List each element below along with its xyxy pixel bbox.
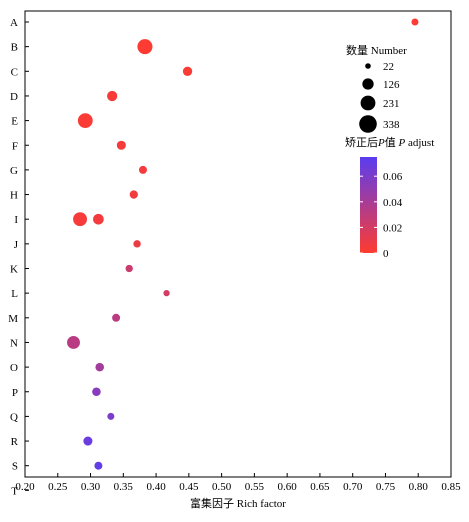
color-legend-label: 0.04 — [383, 197, 403, 209]
y-tick-label: E — [11, 116, 18, 128]
color-legend-label: 0 — [383, 248, 389, 260]
y-tick-label: H — [10, 190, 18, 202]
x-tick-label: 0.45 — [179, 481, 199, 493]
size-legend-label: 338 — [383, 119, 400, 131]
data-point — [107, 90, 118, 102]
x-tick-label: 0.25 — [48, 481, 68, 493]
data-point — [73, 212, 87, 227]
size-legend-title: 数量 Number — [346, 44, 407, 57]
size-legend-marker — [360, 95, 376, 111]
y-tick-label: M — [8, 313, 18, 325]
y-tick-label: K — [10, 264, 18, 276]
size-legend-label: 231 — [383, 98, 400, 110]
x-tick-label: 0.60 — [278, 481, 298, 493]
x-tick-label: 0.30 — [81, 481, 101, 493]
x-tick-label: 0.55 — [245, 481, 265, 493]
y-tick-label: A — [10, 17, 18, 29]
x-tick-label: 0.40 — [146, 481, 166, 493]
data-point — [112, 313, 121, 322]
y-tick-label: O — [10, 362, 18, 374]
color-legend-title-suffix: adjust — [405, 137, 434, 149]
color-legend-bar — [360, 157, 377, 253]
data-point — [77, 113, 93, 129]
data-point — [94, 461, 103, 470]
x-tick-label: 0.75 — [376, 481, 396, 493]
data-point — [92, 387, 101, 397]
x-tick-label: 0.70 — [343, 481, 363, 493]
x-tick-label: 0.80 — [409, 481, 429, 493]
data-point — [129, 190, 138, 199]
x-tick-label: 0.85 — [441, 481, 461, 493]
y-tick-label: L — [11, 288, 18, 300]
color-legend-label: 0.02 — [383, 222, 402, 234]
data-point — [125, 264, 133, 273]
data-point — [137, 39, 153, 55]
size-legend: 数量 Number 22 126 231 338 — [346, 44, 407, 133]
color-legend: 矫正后P值 P adjust 00.020.040.06 — [345, 136, 434, 260]
x-axis-title: 富集因子 Rich factor — [190, 496, 286, 510]
x-tick-label: 0.20 — [15, 481, 35, 493]
y-tick-label: D — [10, 91, 18, 103]
y-tick-label: P — [12, 387, 18, 399]
color-legend-title-p2: P — [397, 137, 405, 149]
data-point — [67, 335, 80, 349]
y-tick-label: Q — [10, 411, 18, 423]
y-tick-label: R — [11, 436, 19, 448]
x-tick-label: 0.35 — [114, 481, 134, 493]
y-tick-label: B — [11, 42, 18, 54]
data-point — [133, 240, 141, 248]
data-point — [95, 362, 104, 372]
y-tick-label: J — [14, 239, 19, 251]
color-legend-label: 0.06 — [383, 171, 403, 183]
size-legend-marker — [365, 63, 371, 69]
color-legend-title-prefix: 矫正后 — [345, 136, 378, 149]
y-tick-label: I — [14, 214, 18, 226]
data-point — [182, 66, 193, 76]
data-point — [107, 412, 115, 420]
data-point — [93, 213, 104, 225]
color-legend-title-p1: P — [377, 137, 385, 149]
x-tick-label: 0.65 — [310, 481, 330, 493]
color-legend-title: 矫正后P值 P adjust — [345, 136, 434, 149]
data-points — [67, 18, 419, 470]
data-point — [163, 290, 170, 297]
y-tick-label: G — [10, 165, 18, 177]
y-tick-label: C — [11, 66, 18, 78]
size-legend-label: 22 — [383, 61, 394, 73]
x-tick-label: 0.50 — [212, 481, 232, 493]
y-axis: A BC D EF G HI J KL MN O PQ R ST — [8, 17, 29, 497]
data-point — [116, 140, 126, 150]
data-point — [411, 18, 419, 26]
size-legend-label: 126 — [383, 79, 400, 91]
size-legend-marker — [359, 115, 377, 133]
data-point — [138, 165, 147, 174]
y-tick-label: N — [10, 337, 18, 349]
size-legend-marker — [362, 78, 374, 90]
y-tick-label: S — [12, 461, 18, 473]
y-tick-label: T — [11, 485, 18, 497]
color-legend-title-mid: 值 — [385, 136, 399, 149]
x-axis: 0.20 0.25 0.30 0.35 0.40 0.45 0.50 0.55 0.60 0.65… — [15, 473, 461, 493]
y-tick-label: F — [12, 140, 18, 152]
data-point — [83, 436, 93, 446]
